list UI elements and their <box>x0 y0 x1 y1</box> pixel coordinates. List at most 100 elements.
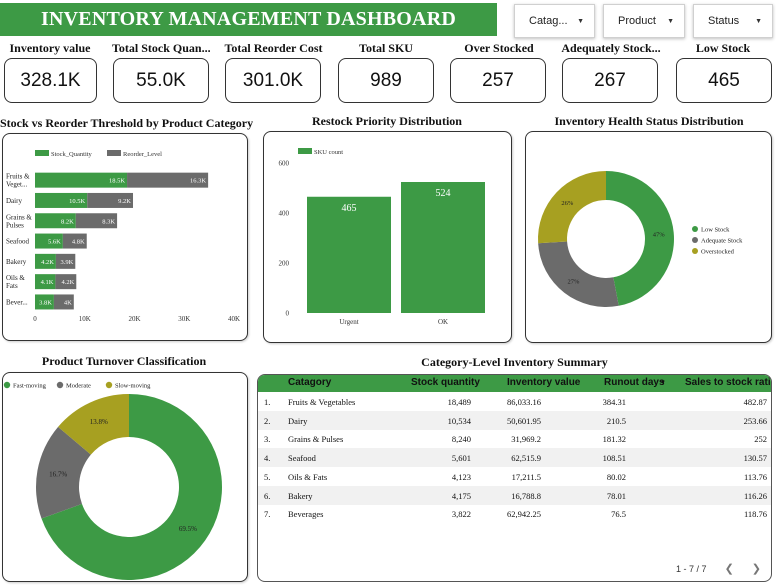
table-cell: 10,534 <box>447 415 471 426</box>
bar-sku-count[interactable] <box>307 196 391 313</box>
table-cell: 5,601 <box>451 453 471 464</box>
kpi-card-total-reorder-cost: 301.0K <box>225 58 321 103</box>
column-header-stock-quantity[interactable]: Stock quantity <box>411 377 480 388</box>
table-row[interactable]: 1. Fruits & Vegetables 18,489 86,033.16 384.… <box>258 392 771 411</box>
legend-label: Slow-moving <box>115 383 151 390</box>
donut-slice[interactable] <box>538 171 606 244</box>
bar-stock-quantity[interactable] <box>35 172 128 188</box>
table-row[interactable]: 3. Grains & Pulses 8,240 31,969.2 181.32 252 <box>258 429 771 448</box>
kpi-card-total-stock: 55.0K <box>113 58 209 103</box>
chevron-right-icon[interactable]: ❯ <box>751 563 761 575</box>
bar-stock-quantity[interactable] <box>35 253 56 269</box>
kpi-label-adequately-stocked: Adequately Stock... <box>561 41 661 55</box>
table-cell: 2. <box>264 415 271 426</box>
legend-marker <box>56 381 64 389</box>
donut-slice[interactable] <box>606 171 674 306</box>
table-cell: 118.76 <box>743 509 767 520</box>
slice-value-label: 47% <box>653 232 666 239</box>
legend-swatch-sku-count <box>298 148 312 154</box>
bar-sku-count[interactable] <box>401 182 485 313</box>
data-label-stock-quantity: 8.2K <box>61 218 74 225</box>
legend-marker <box>105 381 113 389</box>
bar-reorder-level[interactable] <box>127 172 209 188</box>
data-label-reorder-level: 4.2K <box>61 279 74 286</box>
category-tick-label: Bakery <box>6 258 27 266</box>
bar-reorder-level[interactable] <box>55 274 77 290</box>
category-filter-dropdown[interactable]: Catag... ▼ <box>514 4 595 38</box>
y-tick-label: 400 <box>279 210 290 218</box>
table-row[interactable]: 4. Seafood 5,601 62,515.9 108.51 130.57 <box>258 448 771 468</box>
legend-label: Moderate <box>66 383 91 390</box>
sort-descending-icon[interactable]: ▼ <box>660 380 666 386</box>
bar-reorder-level[interactable] <box>75 213 118 229</box>
table-row[interactable]: 6. Bakery 4,175 16,788.8 78.01 116.26 <box>258 485 771 505</box>
column-header-sales-to-stock[interactable]: Sales to stock ratio <box>685 377 772 388</box>
legend-label-sku-count: SKU count <box>314 149 343 156</box>
column-header-inventory-value[interactable]: Inventory value <box>507 377 581 388</box>
bar-reorder-level[interactable] <box>87 192 134 208</box>
pagination: 1 - 7 / 7 ❮ ❯ <box>676 562 761 575</box>
table-cell: 17,211.5 <box>511 471 541 482</box>
legend-label: Overstocked <box>701 249 735 256</box>
column-header-category[interactable]: Catagory <box>288 377 332 388</box>
table-cell: Beverages <box>288 509 324 520</box>
bar-reorder-level[interactable] <box>53 294 74 310</box>
data-label-reorder-level: 3.9K <box>60 259 73 266</box>
x-tick-label: 40K <box>228 315 240 323</box>
turnover-classification-title: Product Turnover Classification <box>41 354 207 368</box>
bar-stock-quantity[interactable] <box>35 192 88 208</box>
table-cell: 116.26 <box>743 490 767 501</box>
bar-stock-quantity[interactable] <box>35 233 63 249</box>
table-cell: 210.5 <box>606 415 626 426</box>
chevron-down-icon: ▼ <box>577 17 584 25</box>
bar-stock-quantity[interactable] <box>35 213 76 229</box>
status-filter-dropdown[interactable]: Status ▼ <box>693 4 773 38</box>
data-label-reorder-level: 4K <box>64 299 72 306</box>
restock-priority-chart: SKU count 0 200 400 600 465 Urgent 524 OK <box>279 148 485 326</box>
category-tick-label: Bever... <box>6 298 28 306</box>
table-cell: 3. <box>264 434 271 445</box>
slice-value-label: 27% <box>568 278 581 285</box>
x-tick-label: 10K <box>79 315 91 323</box>
x-tick-label: Urgent <box>339 318 358 326</box>
table-cell: 108.51 <box>602 453 626 464</box>
legend-marker <box>692 248 698 254</box>
table-cell: Oils & Fats <box>288 471 328 482</box>
product-filter-dropdown[interactable]: Product ▼ <box>603 4 685 38</box>
table-cell: Fruits & Vegetables <box>288 397 356 407</box>
data-label-stock-quantity: 4.1K <box>41 279 54 286</box>
pagination-label: 1 - 7 / 7 <box>676 563 707 574</box>
y-tick-label: 600 <box>279 160 290 168</box>
kpi-label-inventory-value: Inventory value <box>9 41 91 55</box>
donut-slice[interactable] <box>538 241 619 307</box>
table-row[interactable]: 5. Oils & Fats 4,123 17,211.5 80.02 113.76 <box>258 467 771 486</box>
table-header: Catagory Stock quantity Inventory value … <box>258 375 771 392</box>
bar-reorder-level[interactable] <box>55 253 76 269</box>
data-label-reorder-level: 4.8K <box>72 239 85 246</box>
dashboard-title: INVENTORY MANAGEMENT DASHBOARD <box>0 3 497 36</box>
chevron-left-icon[interactable]: ❮ <box>724 563 734 575</box>
table-cell: 384.31 <box>602 397 626 407</box>
table-row[interactable]: 7. Beverages 3,822 62,942.25 76.5 118.76 <box>258 504 771 523</box>
column-header-runout-days[interactable]: Runout days <box>604 377 665 388</box>
donut-slice[interactable] <box>36 426 91 519</box>
donut-slice[interactable] <box>41 394 223 580</box>
y-tick-label: 0 <box>286 310 290 318</box>
table-row[interactable]: 2. Dairy 10,534 50,601.95 210.5 253.66 <box>258 410 771 430</box>
legend-label-reorder-level: Reorder_Level <box>123 151 162 158</box>
donut-slice[interactable] <box>58 394 129 455</box>
table-cell: 1. <box>264 397 271 407</box>
inventory-health-panel: 47% 27% 26% Low Stock Adequate Stock Oversto… <box>525 131 772 343</box>
table-cell: 31,969.2 <box>511 434 541 445</box>
bar-stock-quantity[interactable] <box>35 274 56 290</box>
inventory-health-chart: 47% 27% 26% Low Stock Adequate Stock Oversto… <box>538 171 743 307</box>
kpi-card-adequately-stocked: 267 <box>562 58 658 103</box>
table-cell: 4,123 <box>451 471 471 482</box>
bar-stock-quantity[interactable] <box>35 294 54 310</box>
bar-reorder-level[interactable] <box>62 233 87 249</box>
data-label-stock-quantity: 10.5K <box>69 198 85 205</box>
summary-table: Catagory Stock quantity Inventory value … <box>257 374 772 582</box>
table-cell: 50,601.95 <box>507 415 541 426</box>
product-filter-label: Product <box>618 15 656 27</box>
category-tick-label: Fruits & Veget... <box>6 173 30 189</box>
